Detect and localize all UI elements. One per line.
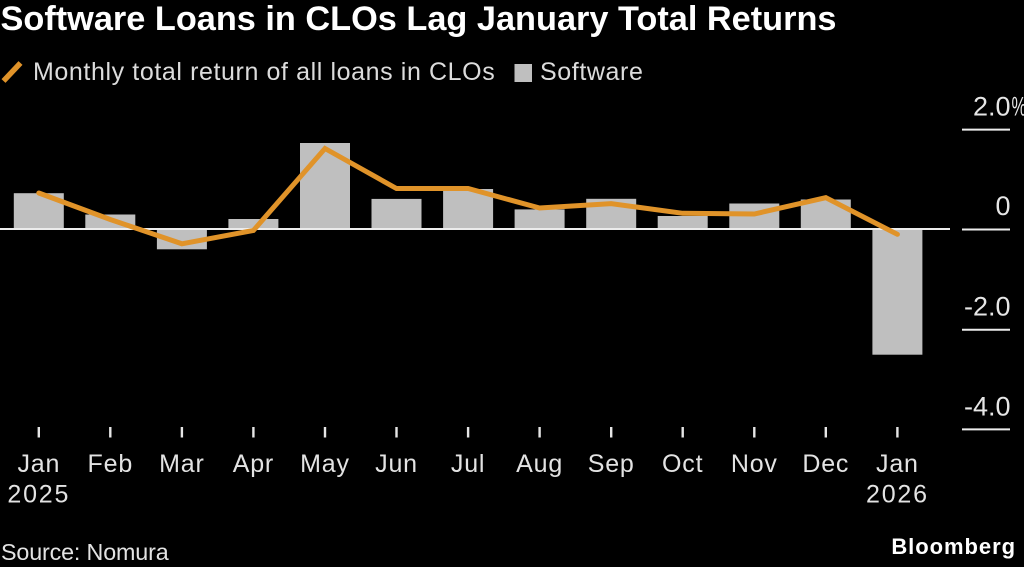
svg-text:Oct: Oct: [662, 450, 703, 478]
svg-text:-2.0: -2.0: [964, 292, 1011, 322]
svg-text:Jul: Jul: [451, 450, 485, 478]
svg-text:0: 0: [995, 191, 1010, 221]
svg-text:2025: 2025: [7, 480, 70, 508]
svg-text:-4.0: -4.0: [964, 392, 1011, 422]
svg-text:%: %: [1012, 91, 1024, 121]
svg-text:Nov: Nov: [731, 450, 778, 478]
svg-text:2026: 2026: [866, 480, 929, 508]
svg-text:Mar: Mar: [159, 450, 204, 478]
svg-text:Apr: Apr: [233, 450, 274, 478]
svg-text:Dec: Dec: [802, 450, 849, 478]
svg-text:Sep: Sep: [588, 450, 635, 478]
svg-text:Jan: Jan: [17, 450, 60, 478]
svg-text:May: May: [300, 450, 350, 478]
svg-text:Jan: Jan: [876, 450, 919, 478]
svg-text:2.0: 2.0: [973, 91, 1011, 121]
svg-text:Jun: Jun: [375, 450, 418, 478]
svg-text:Feb: Feb: [88, 450, 133, 478]
svg-text:Aug: Aug: [516, 450, 563, 478]
